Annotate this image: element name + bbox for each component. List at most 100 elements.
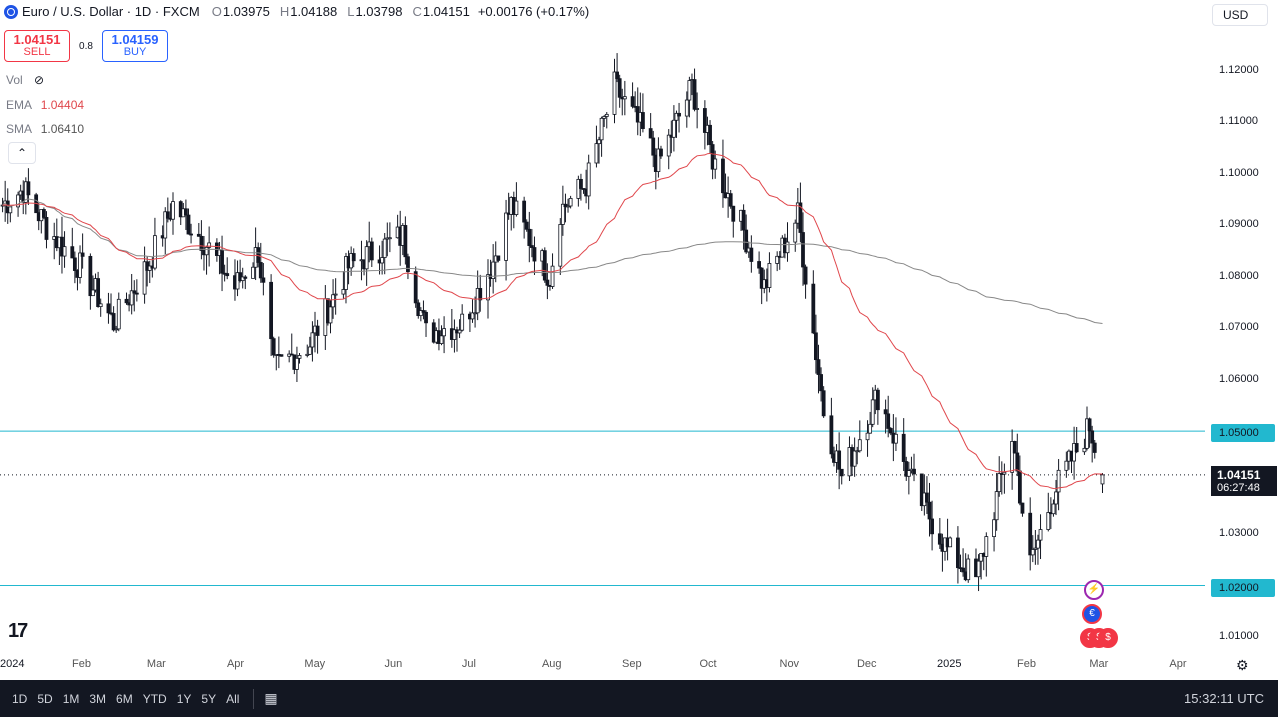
candle-body <box>114 328 119 331</box>
eu-event-icon[interactable]: € <box>1082 604 1102 624</box>
range-3m[interactable]: 3M <box>89 691 107 706</box>
candle-body <box>961 567 965 573</box>
gear-icon[interactable]: ⚙ <box>1236 657 1249 673</box>
sma-label: SMA <box>6 122 32 136</box>
candle-body <box>26 181 31 196</box>
range-5y[interactable]: 5Y <box>201 691 217 706</box>
eye-off-icon[interactable]: ⊘ <box>34 73 45 87</box>
candle-body <box>315 325 320 336</box>
candle-body <box>912 468 916 475</box>
candle-body <box>486 274 490 301</box>
price-chart[interactable] <box>0 0 1278 680</box>
candle-body <box>344 256 348 290</box>
candle-body <box>997 473 1002 493</box>
candle-body <box>741 209 746 231</box>
candle-body <box>793 222 798 243</box>
current-price-value: 1.04151 <box>1217 468 1261 482</box>
range-all[interactable]: All <box>226 691 240 706</box>
candle-body <box>602 116 607 119</box>
candle-body <box>976 560 981 578</box>
range-1m[interactable]: 1M <box>62 691 80 706</box>
price-tick-label: 1.11000 <box>1219 115 1258 128</box>
us-event-icon-3[interactable]: $ <box>1098 628 1118 648</box>
tradingview-logo[interactable]: 17 <box>8 620 28 642</box>
low-value: 1.03798 <box>355 4 403 19</box>
candle-body <box>406 256 410 273</box>
range-5d[interactable]: 5D <box>37 691 53 706</box>
candle-body <box>930 518 934 535</box>
candle-body <box>1030 549 1035 556</box>
candle-body <box>1015 452 1020 472</box>
candle-body <box>473 312 477 315</box>
candle-body <box>1090 430 1095 444</box>
candle-body <box>225 273 230 277</box>
candle-body <box>814 332 818 361</box>
candle-body <box>604 113 609 117</box>
candle-body <box>134 292 139 295</box>
calendar-icon[interactable]: ▦ <box>264 690 278 706</box>
ema-indicator[interactable]: EMA 1.04404 <box>6 98 84 112</box>
candle-body <box>785 241 790 254</box>
candle-body <box>713 158 718 170</box>
candle-body <box>98 303 103 308</box>
sma-indicator[interactable]: SMA 1.06410 <box>6 122 84 136</box>
candle-body <box>413 271 418 304</box>
sell-price: 1.04151 <box>13 32 61 47</box>
candle-body <box>979 553 984 562</box>
time-tick-label: Apr <box>1169 658 1187 670</box>
candle-body <box>460 313 465 331</box>
candle-body <box>333 293 338 296</box>
candle-body <box>220 249 224 274</box>
sell-button[interactable]: 1.04151 SELL <box>4 30 70 62</box>
candle-body <box>80 252 85 257</box>
change-value: +0.00176 (+0.17%) <box>477 4 590 19</box>
range-1d[interactable]: 1D <box>12 691 28 706</box>
candle-body <box>728 193 733 207</box>
candle-body <box>749 247 754 262</box>
candle-body <box>622 96 627 100</box>
candle-body <box>692 79 697 110</box>
currency-select[interactable]: USD <box>1212 4 1268 26</box>
candle-body <box>96 278 101 308</box>
utc-clock[interactable]: 15:32:11 UTC <box>1184 691 1264 706</box>
range-1y[interactable]: 1Y <box>176 691 192 706</box>
candle-body <box>819 374 823 392</box>
range-6m[interactable]: 6M <box>116 691 133 706</box>
candle-body <box>475 288 480 314</box>
candle-body <box>163 211 168 239</box>
candle-body <box>1036 539 1040 549</box>
candle-body <box>106 303 111 314</box>
level-tag-2: 1.02000 <box>1211 579 1275 597</box>
candle-body <box>204 246 209 256</box>
price-tick-label: 1.09000 <box>1219 218 1259 231</box>
bolt-event-icon[interactable]: ⚡ <box>1084 580 1104 600</box>
candle-body <box>165 211 170 219</box>
candle-body <box>72 257 77 271</box>
range-ytd[interactable]: YTD <box>142 691 167 706</box>
candle-body <box>251 266 255 279</box>
collapse-legend-button[interactable]: ⌃ <box>8 142 36 164</box>
candle-body <box>351 253 356 262</box>
candle-body <box>421 310 426 313</box>
candle-body <box>855 450 860 453</box>
candle-body <box>1038 529 1043 541</box>
ema-value: 1.04404 <box>40 98 85 112</box>
buy-label: BUY <box>123 46 147 58</box>
candle-body <box>651 137 656 156</box>
candle-body <box>196 233 201 237</box>
price-tick-label: 1.08000 <box>1219 269 1259 282</box>
buy-price: 1.04159 <box>111 32 159 47</box>
buy-button[interactable]: 1.04159 BUY <box>102 30 168 62</box>
candle-body <box>925 492 929 503</box>
sell-label: SELL <box>23 46 51 58</box>
current-price-tag: 1.04151 06:27:48 <box>1211 466 1277 496</box>
candle-body <box>369 241 374 261</box>
symbol-name[interactable]: Euro / U.S. Dollar · 1D · FXCM <box>22 4 200 19</box>
candle-body <box>524 221 529 230</box>
candle-body <box>888 428 893 434</box>
candle-body <box>527 228 532 246</box>
vol-indicator[interactable]: Vol ⊘ <box>6 73 44 87</box>
candle-body <box>364 246 369 270</box>
vol-label: Vol <box>6 73 23 87</box>
trade-panel: 1.04151 SELL 0.8 1.04159 BUY <box>4 30 168 62</box>
